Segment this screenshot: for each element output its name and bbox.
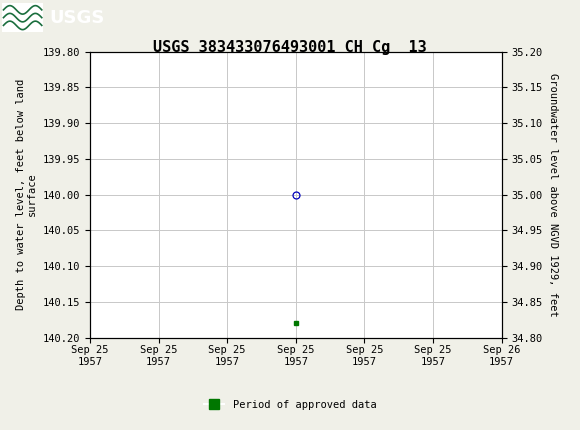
Y-axis label: Depth to water level, feet below land
surface: Depth to water level, feet below land su… bbox=[16, 79, 37, 310]
Text: USGS 383433076493001 CH Cg  13: USGS 383433076493001 CH Cg 13 bbox=[153, 40, 427, 55]
Text: USGS: USGS bbox=[49, 9, 104, 27]
Legend: Period of approved data: Period of approved data bbox=[200, 396, 380, 414]
Y-axis label: Groundwater level above NGVD 1929, feet: Groundwater level above NGVD 1929, feet bbox=[548, 73, 558, 316]
FancyBboxPatch shape bbox=[2, 3, 43, 32]
